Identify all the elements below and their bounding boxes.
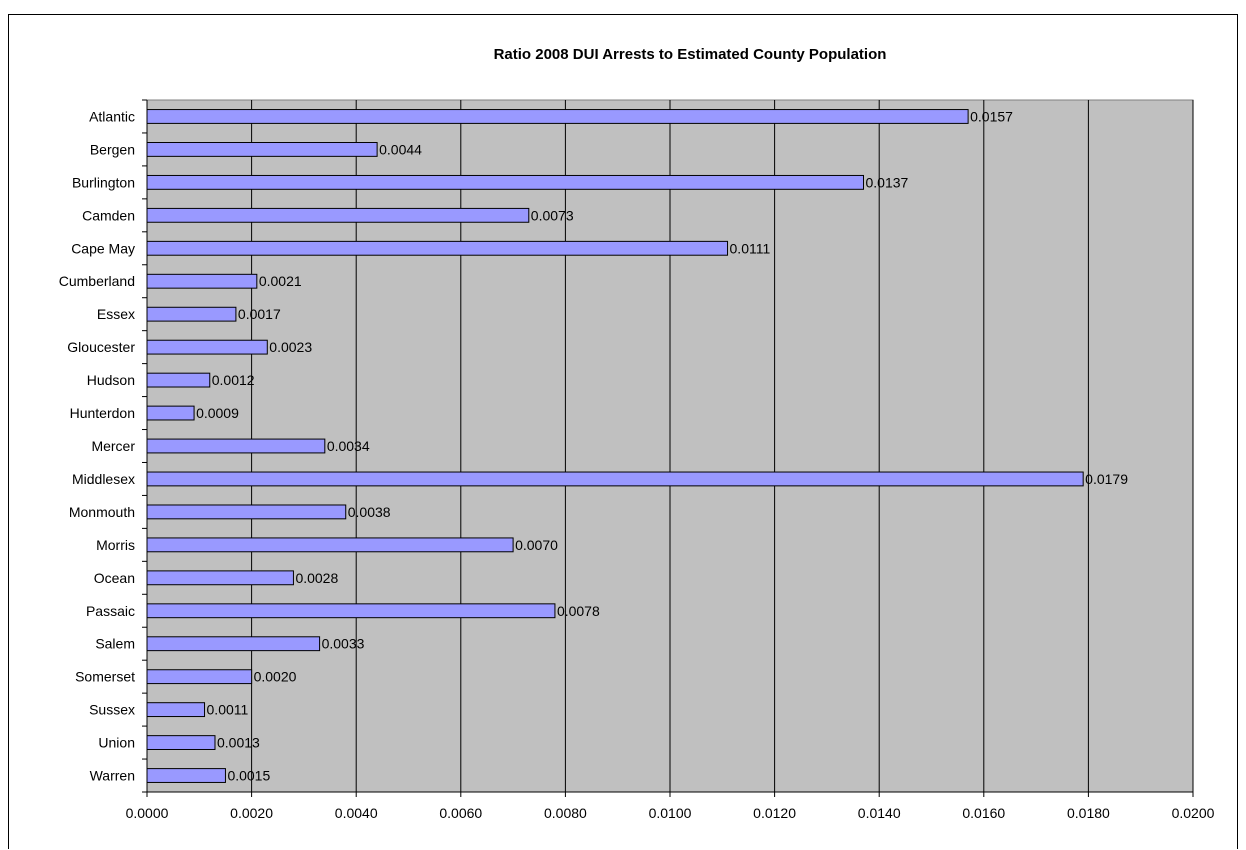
chart-frame: Ratio 2008 DUI Arrests to Estimated Coun… [8, 14, 1238, 849]
x-tick-label: 0.0000 [126, 805, 169, 821]
bar [146, 735, 216, 750]
category-label: Union [98, 735, 135, 751]
data-label: 0.0044 [379, 141, 422, 157]
bar [146, 471, 1084, 487]
data-label: 0.0017 [238, 306, 281, 322]
bar [146, 142, 378, 157]
category-label: Cumberland [59, 273, 135, 289]
category-label: Middlesex [72, 471, 135, 487]
data-label: 0.0034 [327, 438, 370, 454]
bar [146, 768, 226, 783]
data-label: 0.0009 [196, 405, 239, 421]
x-tick-label: 0.0180 [1067, 805, 1110, 821]
bar [146, 372, 211, 388]
data-label: 0.0020 [254, 669, 297, 685]
bar [146, 702, 206, 718]
bar [146, 570, 294, 586]
bar [146, 273, 258, 289]
data-label: 0.0033 [322, 636, 365, 652]
x-tick-label: 0.0100 [649, 805, 692, 821]
x-tick-label: 0.0020 [230, 805, 273, 821]
data-label: 0.0038 [348, 504, 391, 520]
bar [146, 207, 530, 223]
category-label: Gloucester [67, 339, 135, 355]
x-tick-label: 0.0160 [962, 805, 1005, 821]
bar [146, 438, 326, 454]
bar [146, 240, 729, 256]
bar [146, 603, 556, 619]
x-tick-label: 0.0120 [753, 805, 796, 821]
chart-title: Ratio 2008 DUI Arrests to Estimated Coun… [494, 46, 887, 63]
data-label: 0.0021 [259, 273, 302, 289]
bar [146, 339, 268, 355]
category-label: Hunterdon [70, 405, 135, 421]
category-label: Cape May [71, 240, 135, 256]
category-label: Somerset [75, 669, 135, 685]
category-label: Burlington [72, 174, 135, 190]
bar [146, 669, 253, 685]
data-label: 0.0028 [295, 570, 338, 586]
category-label: Hudson [87, 372, 135, 388]
plot-area: 0.0000 0.0020 0.0040 0.0060 0.0080 0.0100 0.01… [59, 99, 1215, 821]
x-tick-label: 0.0200 [1172, 805, 1215, 821]
x-tick-label: 0.0040 [335, 805, 378, 821]
bar [146, 174, 865, 190]
bar [146, 537, 514, 553]
data-label: 0.0023 [269, 339, 312, 355]
category-label: Morris [96, 537, 135, 553]
data-label: 0.0111 [730, 240, 771, 256]
bar-chart: Ratio 2008 DUI Arrests to Estimated Coun… [59, 46, 1215, 821]
category-label: Camden [82, 207, 135, 223]
data-label: 0.0157 [970, 108, 1013, 124]
category-label: Salem [95, 636, 135, 652]
data-label: 0.0137 [866, 174, 909, 190]
bar [146, 306, 237, 322]
category-label: Mercer [91, 438, 135, 454]
data-label: 0.0015 [227, 768, 270, 784]
category-label: Bergen [90, 141, 135, 157]
x-tick-label: 0.0140 [858, 805, 901, 821]
category-label: Ocean [94, 570, 135, 586]
bar [146, 504, 347, 520]
category-label: Atlantic [89, 108, 135, 124]
bar [146, 636, 321, 652]
data-label: 0.0070 [515, 537, 558, 553]
category-label: Passaic [86, 603, 135, 619]
data-label: 0.0012 [212, 372, 255, 388]
category-label: Monmouth [69, 504, 135, 520]
data-label: 0.0013 [217, 735, 260, 751]
x-tick-label: 0.0060 [439, 805, 482, 821]
x-tick-label: 0.0080 [544, 805, 587, 821]
category-label: Warren [90, 768, 135, 784]
data-label: 0.0011 [207, 702, 249, 718]
data-label: 0.0073 [531, 207, 574, 223]
data-label: 0.0078 [557, 603, 600, 619]
bar [146, 109, 969, 124]
bar [146, 405, 195, 421]
category-label: Sussex [89, 702, 135, 718]
data-label: 0.0179 [1085, 471, 1128, 487]
category-label: Essex [97, 306, 135, 322]
